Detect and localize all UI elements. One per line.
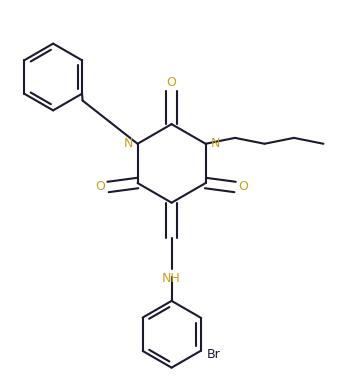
Text: O: O — [95, 180, 105, 193]
Text: Br: Br — [207, 348, 220, 361]
Text: N: N — [123, 137, 133, 150]
Text: O: O — [167, 76, 176, 89]
Text: NH: NH — [162, 272, 181, 285]
Text: O: O — [238, 180, 248, 193]
Text: N: N — [210, 137, 220, 150]
